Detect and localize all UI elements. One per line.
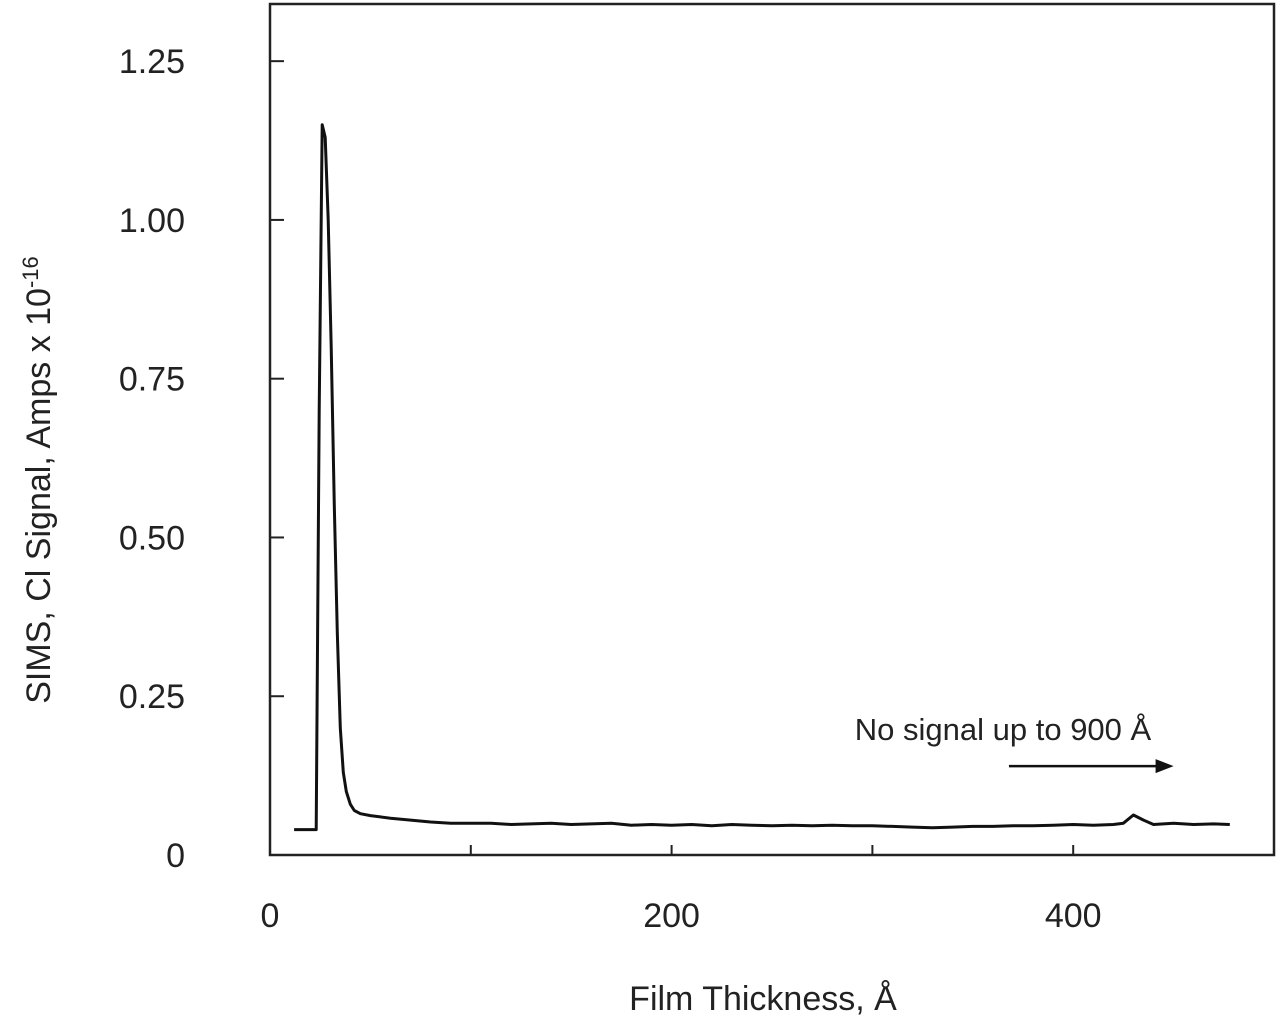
y-tick-label-4: 1.00 bbox=[119, 202, 185, 240]
y-axis-title-exponent: -16 bbox=[18, 256, 43, 288]
y-tick-label-1: 0.25 bbox=[119, 678, 185, 716]
x-tick-label-200: 200 bbox=[643, 897, 700, 935]
y-tick-label-0: 0 bbox=[166, 837, 185, 875]
x-axis-title: Film Thickness, Å bbox=[629, 980, 897, 1018]
y-axis: 0 0.25 0.50 0.75 1.00 1.25 bbox=[119, 43, 284, 875]
annotation-arrow bbox=[1008, 759, 1174, 774]
arrow-head bbox=[1155, 759, 1174, 774]
x-tick-label-0: 0 bbox=[261, 897, 280, 935]
series-line-0 bbox=[294, 123, 1230, 832]
x-tick-label-400: 400 bbox=[1045, 897, 1102, 935]
annotation-text: No signal up to 900 Å bbox=[855, 712, 1152, 747]
series-layer bbox=[294, 123, 1230, 832]
x-axis: 0 200 400 bbox=[261, 845, 1102, 935]
y-tick-label-3: 0.75 bbox=[119, 361, 185, 399]
plot-frame bbox=[268, 2, 1276, 857]
y-tick-label-5: 1.25 bbox=[119, 43, 185, 81]
y-axis-title: SIMS, Cl Signal, Amps x 10-16 bbox=[18, 256, 59, 704]
y-axis-title-main: SIMS, Cl Signal, Amps x 10 bbox=[20, 288, 58, 704]
y-tick-label-2: 0.50 bbox=[119, 519, 185, 557]
